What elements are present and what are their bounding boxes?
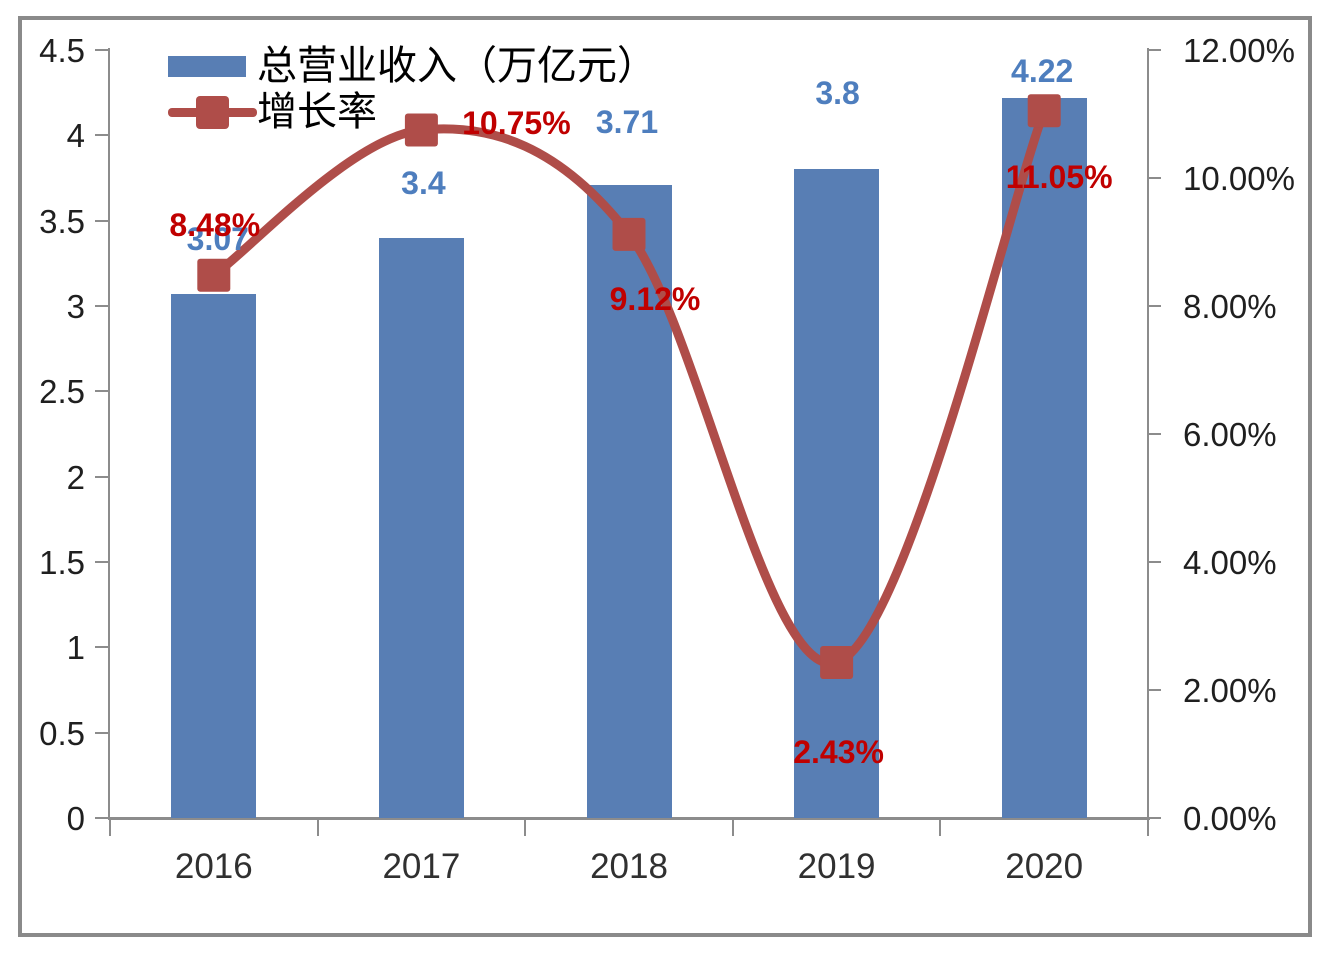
y-axis-left-tick [95,305,110,307]
legend-label-revenue: 总营业收入（万亿元） [257,43,657,89]
y-axis-left-tick [95,475,110,478]
y-axis-left [108,48,110,820]
x-axis-category-label: 2018 [590,847,668,886]
growth-line-marker-icon [612,217,646,251]
growth-line-path [211,109,1049,668]
growth-line-marker-icon [197,258,231,292]
revenue-data-label: 3.07 [186,221,249,258]
legend: 总营业收入（万亿元） 增长率 [168,43,657,135]
y-axis-left-tick-label: 3 [66,288,85,325]
growth-line-marker-icon [404,113,438,147]
x-axis-tick [731,818,734,836]
legend-item-growth: 增长率 [168,89,657,135]
y-axis-right-tick [1148,561,1161,563]
revenue-bar [171,294,257,818]
x-axis-tick [524,818,527,836]
growth-data-label: 8.48% [169,207,261,244]
y-axis-right-tick-label: 2.00% [1183,672,1277,709]
y-axis-left-tick [95,731,110,734]
x-axis-tick [1147,818,1149,836]
y-axis-left-tick-label: 3.5 [39,202,85,240]
y-axis-left-tick-label: 1 [66,629,85,667]
y-axis-left-tick [95,561,110,563]
y-axis-left-tick-label: 0 [66,800,85,837]
growth-data-label: 11.05% [1005,158,1113,195]
y-axis-left-tick [95,817,110,819]
y-axis-right-tick-label: 0.00% [1183,800,1277,837]
revenue-bar [378,237,464,818]
x-axis-category-label: 2019 [797,847,876,886]
y-axis-right-tick [1148,433,1161,435]
x-axis-category-label: 2020 [1005,847,1084,886]
x-axis-tick [939,818,942,836]
growth-line-marker-icon [1027,94,1061,128]
growth-data-label: 10.75% [462,105,571,141]
growth-data-label: 9.12% [609,281,701,318]
growth-data-label: 2.43% [793,734,884,771]
y-axis-left-tick [95,646,110,649]
y-axis-left-tick-label: 0.5 [39,714,85,752]
y-axis-left-tick-label: 4 [66,117,85,155]
y-axis-right-tick-label: 8.00% [1183,288,1277,325]
x-axis-category-label: 2017 [382,847,461,886]
legend-label-growth: 增长率 [257,89,377,135]
x-axis-tick [316,818,319,836]
y-axis-left-tick [95,219,110,222]
y-axis-right-tick [1148,689,1161,691]
y-axis-right-tick [1148,49,1161,51]
revenue-data-label: 3.4 [401,164,446,201]
y-axis-right-tick-label: 6.00% [1183,416,1277,453]
y-axis-left-tick [95,390,110,393]
bar-series-swatch [168,55,246,77]
y-axis-left-tick-label: 1.5 [39,544,85,581]
y-axis-right-tick-label: 4.00% [1183,544,1277,581]
revenue-bar [794,169,880,818]
y-axis-right-tick [1148,305,1161,307]
revenue-data-label: 3.8 [815,75,860,112]
y-axis-right-tick [1148,177,1161,179]
x-axis-tick [109,818,111,836]
y-axis-left-tick [95,49,110,51]
x-axis-category-label: 2016 [174,847,253,886]
y-axis-left-tick [95,134,110,137]
y-axis-right-tick-label: 12.00% [1183,32,1295,69]
y-axis-left-tick-label: 2 [66,458,85,496]
y-axis-right-tick-label: 10.00% [1183,160,1295,197]
y-axis-right-tick [1148,817,1161,819]
x-axis [108,817,1150,820]
y-axis-left-tick-label: 4.5 [39,32,85,69]
revenue-data-label: 3.71 [595,103,659,140]
legend-square-marker-icon [196,96,229,129]
line-series-swatch [168,95,257,129]
revenue-data-label: 4.22 [1011,52,1074,89]
growth-line-marker-icon [820,645,854,679]
y-axis-left-tick-label: 2.5 [39,373,85,411]
legend-item-revenue: 总营业收入（万亿元） [168,43,657,89]
